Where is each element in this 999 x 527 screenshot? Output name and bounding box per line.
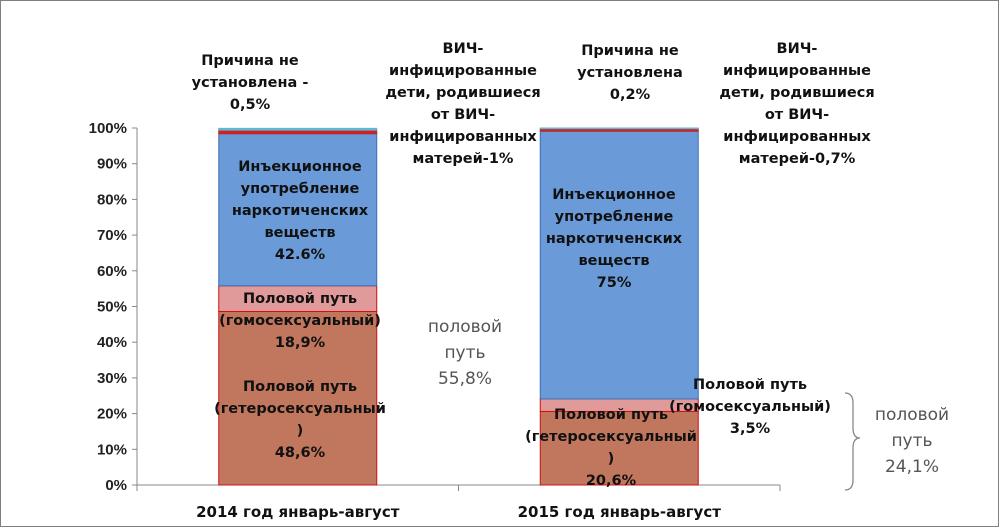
y-tick-label: 50% bbox=[97, 299, 127, 316]
label-b1-children: ВИЧ- инфицированные дети, родившиеся от … bbox=[385, 41, 541, 167]
y-tick-label: 60% bbox=[97, 263, 127, 280]
y-tick-label: 30% bbox=[97, 370, 127, 387]
x-category-label: 2015 год январь-август bbox=[518, 503, 722, 521]
bar-segment bbox=[539, 410, 699, 486]
label-b1-hetero: Половой путь (гетеросексуальный ) 48,6% bbox=[214, 379, 386, 461]
label-b2-injection: Инъекционное употребление наркотиченских… bbox=[545, 187, 683, 291]
bar-segment bbox=[218, 127, 378, 131]
label-b1-sexual-total: половой путь 55,8% bbox=[427, 317, 503, 389]
label-b1-unknown: Причина не установлена - 0,5% bbox=[191, 53, 309, 113]
y-tick-label: 20% bbox=[97, 406, 127, 423]
brace-2015-sexual bbox=[844, 392, 861, 491]
bar-segment bbox=[218, 285, 378, 312]
y-tick-label: 90% bbox=[97, 156, 127, 173]
bar-segment bbox=[539, 127, 699, 130]
label-b2-children: ВИЧ- инфицированные дети, родившиеся от … bbox=[719, 41, 875, 167]
bar-segment bbox=[218, 129, 378, 135]
x-category-label: 2014 год январь-август bbox=[196, 503, 400, 521]
y-tick-label: 10% bbox=[97, 441, 127, 458]
label-b2-sexual-total: половой путь 24,1% bbox=[874, 405, 950, 477]
label-b2-unknown: Причина не установлена 0,2% bbox=[577, 43, 683, 103]
y-tick-label: 70% bbox=[97, 227, 127, 244]
label-b1-injection: Инъекционное употребление наркотиченских… bbox=[231, 159, 369, 263]
label-b1-homo: Половой путь (гомосексуальный) 18,9% bbox=[219, 291, 381, 351]
y-tick-label: 40% bbox=[97, 334, 127, 351]
bar-segment bbox=[218, 133, 378, 287]
bar-segment bbox=[539, 130, 699, 400]
label-b2-hetero: Половой путь (гетеросексуальный ) 20,6% bbox=[525, 407, 697, 489]
bar-segment bbox=[218, 310, 378, 486]
y-tick-label: 80% bbox=[97, 191, 127, 208]
y-tick-label: 0% bbox=[105, 477, 127, 494]
y-tick-label: 100% bbox=[89, 120, 127, 137]
label-b2-homo: Половой путь (гомосексуальный) 3,5% bbox=[669, 377, 831, 437]
